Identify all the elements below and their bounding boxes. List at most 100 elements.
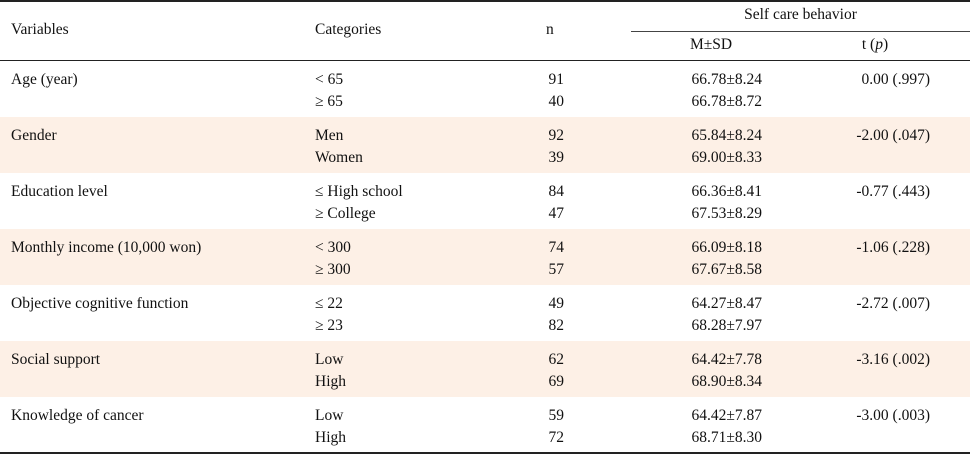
msd-cell: 64.42±7.87 68.71±8.30: [660, 403, 762, 447]
category-2: High: [315, 373, 346, 390]
msd-value-1: 64.42±7.87: [691, 407, 762, 424]
t-value: -3.16 (.002): [856, 351, 930, 368]
header-subgroup-rule: [631, 31, 970, 32]
header-variables: Variables: [11, 21, 69, 38]
t-cell: -2.00 (.047): [820, 123, 930, 145]
variable-cell: Social support: [11, 347, 100, 369]
n-value-2: 39: [548, 149, 565, 166]
t-cell: -0.77 (.443): [820, 179, 930, 201]
msd-value-1: 66.09±8.18: [691, 239, 762, 256]
variable-label: Education level: [11, 183, 108, 200]
n-value-2: 40: [548, 93, 565, 110]
category-1: < 65: [315, 71, 344, 88]
t-cell: -1.06 (.228): [820, 235, 930, 257]
n-value-2: 57: [548, 261, 565, 278]
category-1: Low: [315, 407, 344, 424]
msd-cell: 66.36±8.41 67.53±8.29: [660, 179, 762, 223]
t-value: -3.00 (.003): [856, 407, 930, 424]
category-cell: < 300 ≥ 300: [315, 235, 351, 279]
table-row: Gender Men Women 92 39 65.84±8.24 69.00±8.33 -2…: [0, 117, 970, 173]
variable-cell: Education level: [11, 179, 108, 201]
header-t-p: t (p): [820, 36, 930, 54]
n-value-1: 59: [548, 407, 565, 424]
table-row: Objective cognitive function ≤ 22 ≥ 23 49 82…: [0, 285, 970, 341]
n-cell: 62 69: [540, 347, 565, 391]
msd-cell: 64.42±7.78 68.90±8.34: [660, 347, 762, 391]
category-1: Low: [315, 351, 344, 368]
t-value: -1.06 (.228): [856, 239, 930, 256]
variable-cell: Knowledge of cancer: [11, 403, 144, 425]
variable-label: Monthly income (10,000 won): [11, 239, 202, 256]
t-value: -0.77 (.443): [856, 183, 930, 200]
header-t-prefix: t (: [861, 36, 876, 53]
msd-value-2: 68.28±7.97: [691, 317, 762, 334]
t-value: -2.00 (.047): [856, 127, 930, 144]
msd-cell: 64.27±8.47 68.28±7.97: [660, 291, 762, 335]
category-1: ≤ High school: [315, 183, 403, 200]
table-row: Education level ≤ High school ≥ College 84 4…: [0, 173, 970, 229]
category-cell: Low High: [315, 403, 346, 447]
category-cell: ≤ High school ≥ College: [315, 179, 403, 223]
table-bottom-rule: [0, 452, 970, 454]
header-n: n: [546, 21, 554, 38]
n-cell: 84 47: [540, 179, 565, 223]
n-value-2: 69: [548, 373, 565, 390]
variable-cell: Age (year): [11, 67, 78, 89]
table-header-rule: [0, 60, 970, 61]
variable-cell: Objective cognitive function: [11, 291, 188, 313]
header-msd: M±SD: [689, 36, 733, 53]
category-cell: Low High: [315, 347, 346, 391]
category-1: ≤ 22: [315, 295, 343, 312]
variable-cell: Monthly income (10,000 won): [11, 235, 201, 257]
n-cell: 59 72: [540, 403, 565, 447]
category-cell: ≤ 22 ≥ 23: [315, 291, 343, 335]
n-cell: 49 82: [540, 291, 565, 335]
table-row: Monthly income (10,000 won) < 300 ≥ 300 74 5…: [0, 229, 970, 285]
header-categories: Categories: [315, 21, 382, 38]
t-cell: -3.16 (.002): [820, 347, 930, 369]
msd-value-2: 66.78±8.72: [691, 93, 762, 110]
msd-cell: 66.78±8.24 66.78±8.72: [660, 67, 762, 111]
t-cell: 0.00 (.997): [820, 67, 930, 89]
category-1: Men: [315, 127, 344, 144]
header-self-care-behavior: Self care behavior: [744, 6, 857, 23]
n-value-1: 91: [548, 71, 565, 88]
n-value-2: 82: [548, 317, 565, 334]
n-value-2: 72: [548, 429, 565, 446]
msd-value-2: 69.00±8.33: [691, 149, 762, 166]
category-cell: < 65 ≥ 65: [315, 67, 343, 111]
msd-cell: 65.84±8.24 69.00±8.33: [660, 123, 762, 167]
msd-value-1: 65.84±8.24: [691, 127, 762, 144]
variable-cell: Gender: [11, 123, 57, 145]
msd-value-2: 67.67±8.58: [691, 261, 762, 278]
msd-value-2: 67.53±8.29: [691, 205, 762, 222]
header-t-suffix: ): [882, 36, 889, 53]
category-2: ≥ College: [315, 205, 376, 222]
variable-label: Age (year): [11, 71, 78, 88]
n-value-1: 62: [548, 351, 565, 368]
category-2: High: [315, 429, 346, 446]
msd-value-2: 68.71±8.30: [691, 429, 762, 446]
msd-value-1: 64.27±8.47: [691, 295, 762, 312]
t-value: 0.00 (.997): [861, 71, 930, 88]
msd-value-1: 66.36±8.41: [691, 183, 762, 200]
category-2: Women: [315, 149, 363, 166]
t-cell: -3.00 (.003): [820, 403, 930, 425]
table-row: Social support Low High 62 69 64.42±7.78 68.90…: [0, 341, 970, 397]
n-cell: 74 57: [540, 235, 565, 279]
variable-label: Social support: [11, 351, 101, 368]
n-value-1: 74: [548, 239, 565, 256]
table-top-rule: [0, 0, 970, 2]
t-cell: -2.72 (.007): [820, 291, 930, 313]
n-cell: 92 39: [540, 123, 565, 167]
msd-value-1: 64.42±7.78: [691, 351, 762, 368]
table-row: Age (year) < 65 ≥ 65 91 40 66.78±8.24 66.78±8.…: [0, 61, 970, 117]
n-value-1: 49: [548, 295, 565, 312]
category-cell: Men Women: [315, 123, 363, 167]
category-1: < 300: [315, 239, 351, 256]
t-value: -2.72 (.007): [856, 295, 930, 312]
msd-cell: 66.09±8.18 67.67±8.58: [660, 235, 762, 279]
category-2: ≥ 300: [315, 261, 351, 278]
n-cell: 91 40: [540, 67, 565, 111]
